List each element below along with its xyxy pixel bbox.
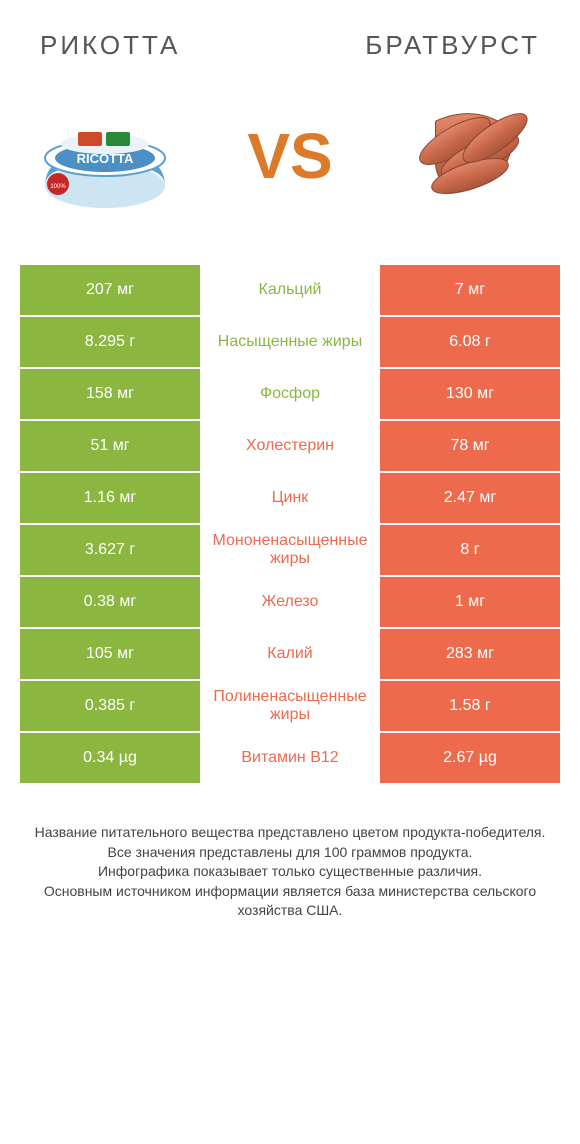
table-row: 105 мгКалий283 мг xyxy=(20,629,560,679)
left-value-cell: 0.38 мг xyxy=(20,577,200,627)
left-value-cell: 51 мг xyxy=(20,421,200,471)
left-value-cell: 0.385 г xyxy=(20,681,200,731)
left-value-cell: 1.16 мг xyxy=(20,473,200,523)
table-row: 51 мгХолестерин78 мг xyxy=(20,421,560,471)
nutrient-label-cell: Калий xyxy=(200,629,380,679)
table-row: 207 мгКальций7 мг xyxy=(20,265,560,315)
left-value-cell: 8.295 г xyxy=(20,317,200,367)
right-value-cell: 78 мг xyxy=(380,421,560,471)
left-value-cell: 158 мг xyxy=(20,369,200,419)
right-value-cell: 130 мг xyxy=(380,369,560,419)
nutrient-label-cell: Железо xyxy=(200,577,380,627)
nutrient-label-cell: Кальций xyxy=(200,265,380,315)
footer-line-4: Основным источником информации является … xyxy=(30,882,550,921)
right-value-cell: 1 мг xyxy=(380,577,560,627)
table-row: 0.385 гПолиненасыщенные жиры1.58 г xyxy=(20,681,560,731)
header-row: РИКОТТА БРАТВУРСТ xyxy=(20,30,560,81)
table-row: 0.34 µgВитамин B122.67 µg xyxy=(20,733,560,783)
right-value-cell: 6.08 г xyxy=(380,317,560,367)
right-value-cell: 1.58 г xyxy=(380,681,560,731)
comparison-table: 207 мгКальций7 мг8.295 гНасыщенные жиры6… xyxy=(20,265,560,783)
sausage-icon xyxy=(410,96,540,216)
right-value-cell: 8 г xyxy=(380,525,560,575)
bratwurst-image xyxy=(390,86,560,226)
ricotta-icon: RICOTTA 100% xyxy=(30,96,180,216)
right-value-cell: 2.47 мг xyxy=(380,473,560,523)
nutrient-label-cell: Полиненасыщенные жиры xyxy=(200,681,380,731)
right-value-cell: 283 мг xyxy=(380,629,560,679)
right-value-cell: 7 мг xyxy=(380,265,560,315)
left-product-title: РИКОТТА xyxy=(40,30,180,61)
nutrient-label-cell: Цинк xyxy=(200,473,380,523)
table-row: 158 мгФосфор130 мг xyxy=(20,369,560,419)
table-row: 3.627 гМононенасыщенные жиры8 г xyxy=(20,525,560,575)
nutrient-label-cell: Фосфор xyxy=(200,369,380,419)
nutrient-label-cell: Холестерин xyxy=(200,421,380,471)
nutrient-label-cell: Насыщенные жиры xyxy=(200,317,380,367)
left-value-cell: 3.627 г xyxy=(20,525,200,575)
footer-line-2: Все значения представлены для 100 граммо… xyxy=(30,843,550,863)
ricotta-image: RICOTTA 100% xyxy=(20,86,190,226)
nutrient-label-cell: Мононенасыщенные жиры xyxy=(200,525,380,575)
left-value-cell: 207 мг xyxy=(20,265,200,315)
infographic-container: РИКОТТА БРАТВУРСТ RICOTTA 100% VS xyxy=(0,0,580,941)
left-value-cell: 0.34 µg xyxy=(20,733,200,783)
table-row: 0.38 мгЖелезо1 мг xyxy=(20,577,560,627)
right-value-cell: 2.67 µg xyxy=(380,733,560,783)
footer-text: Название питательного вещества представл… xyxy=(20,823,560,921)
product-images-row: RICOTTA 100% VS xyxy=(20,81,560,261)
nutrient-label-cell: Витамин B12 xyxy=(200,733,380,783)
table-row: 1.16 мгЦинк2.47 мг xyxy=(20,473,560,523)
vs-label: VS xyxy=(247,124,332,188)
left-value-cell: 105 мг xyxy=(20,629,200,679)
footer-line-1: Название питательного вещества представл… xyxy=(30,823,550,843)
table-row: 8.295 гНасыщенные жиры6.08 г xyxy=(20,317,560,367)
footer-line-3: Инфографика показывает только существенн… xyxy=(30,862,550,882)
svg-text:100%: 100% xyxy=(50,184,66,190)
right-product-title: БРАТВУРСТ xyxy=(365,30,540,61)
